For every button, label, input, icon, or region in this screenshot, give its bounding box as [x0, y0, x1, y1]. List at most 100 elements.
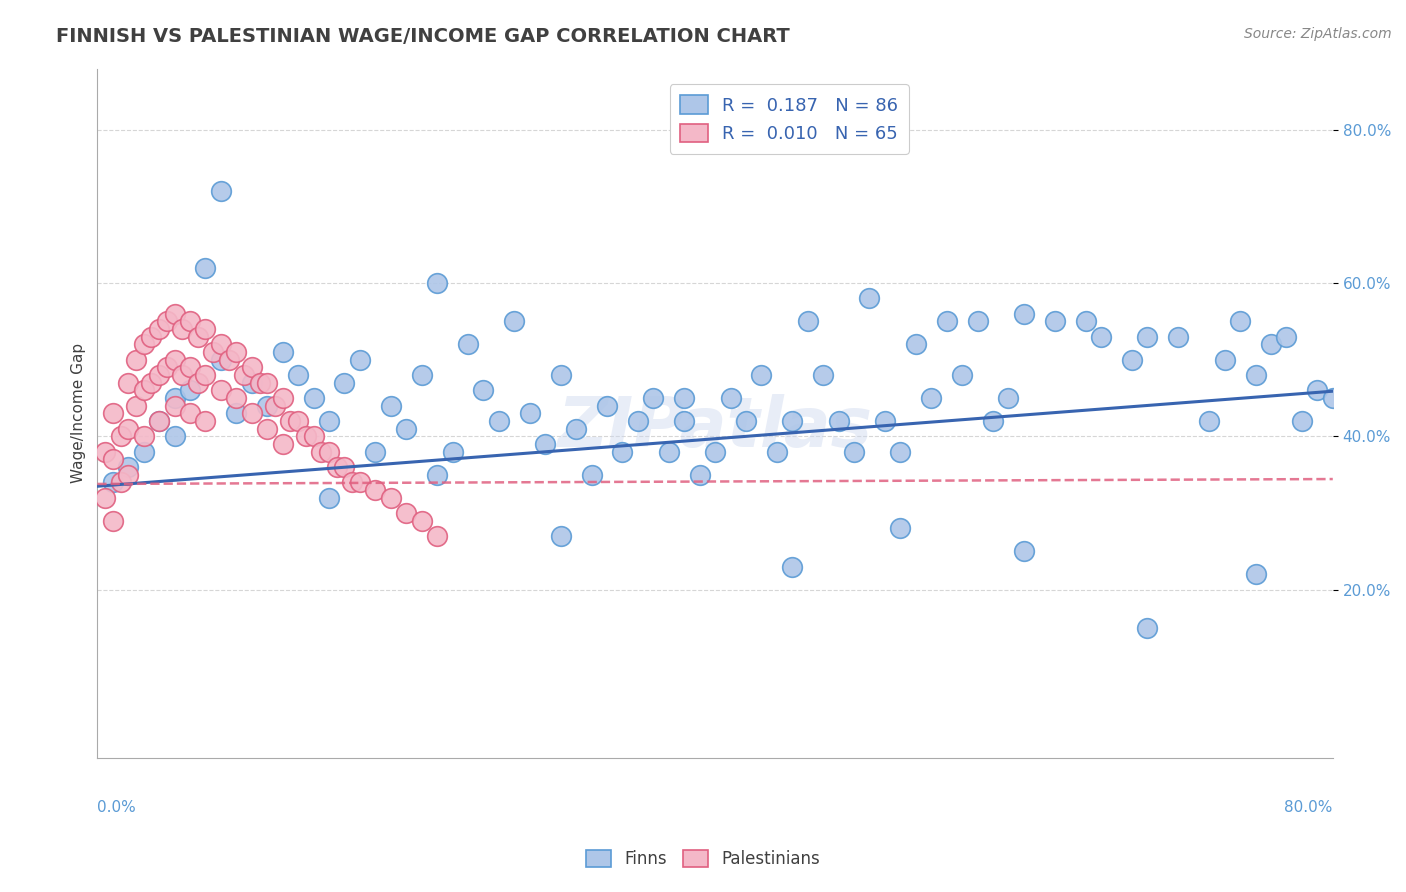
Point [889, 444, 911, 458]
Legend: Finns, Palestinians: Finns, Palestinians [579, 843, 827, 875]
Point [1244, 368, 1267, 383]
Point [101, 475, 124, 490]
Point [271, 437, 294, 451]
Point [141, 330, 163, 344]
Point [311, 444, 333, 458]
Point [141, 376, 163, 390]
Point [101, 514, 124, 528]
Point [148, 368, 170, 383]
Point [179, 314, 201, 328]
Point [842, 444, 865, 458]
Point [811, 368, 834, 383]
Point [295, 429, 318, 443]
Point [148, 414, 170, 428]
Point [612, 444, 634, 458]
Point [796, 314, 818, 328]
Point [209, 337, 232, 351]
Point [240, 360, 263, 375]
Point [94, 444, 117, 458]
Point [550, 368, 572, 383]
Point [94, 491, 117, 505]
Point [125, 399, 148, 413]
Point [101, 406, 124, 420]
Point [1043, 314, 1066, 328]
Point [1229, 314, 1251, 328]
Point [1306, 384, 1329, 398]
Point [1121, 352, 1143, 367]
Point [287, 368, 309, 383]
Point [209, 352, 232, 367]
Point [1322, 391, 1344, 405]
Point [318, 444, 340, 458]
Point [172, 368, 194, 383]
Point [550, 529, 572, 543]
Point [117, 422, 139, 436]
Point [981, 414, 1004, 428]
Text: ZIPatlas: ZIPatlas [558, 393, 873, 461]
Point [264, 399, 287, 413]
Text: 80.0%: 80.0% [1285, 800, 1333, 814]
Point [163, 352, 186, 367]
Point [218, 352, 240, 367]
Point [187, 376, 209, 390]
Point [132, 384, 155, 398]
Point [325, 460, 347, 475]
Point [163, 399, 186, 413]
Point [209, 384, 232, 398]
Point [132, 337, 155, 351]
Point [673, 414, 696, 428]
Point [519, 406, 541, 420]
Point [565, 422, 588, 436]
Point [156, 360, 179, 375]
Point [488, 414, 510, 428]
Point [318, 414, 340, 428]
Point [1260, 337, 1282, 351]
Point [240, 406, 263, 420]
Point [1090, 330, 1112, 344]
Point [333, 460, 356, 475]
Point [187, 330, 209, 344]
Point [643, 391, 665, 405]
Point [411, 368, 433, 383]
Point [426, 467, 449, 482]
Point [1213, 352, 1236, 367]
Point [920, 391, 942, 405]
Point [735, 414, 758, 428]
Point [1275, 330, 1298, 344]
Point [233, 368, 256, 383]
Point [163, 307, 186, 321]
Point [256, 376, 278, 390]
Point [380, 399, 402, 413]
Point [240, 376, 263, 390]
Point [380, 491, 402, 505]
Point [827, 414, 849, 428]
Point [117, 460, 139, 475]
Point [950, 368, 973, 383]
Point [1244, 567, 1267, 582]
Point [1167, 330, 1189, 344]
Point [194, 322, 217, 336]
Legend: R =  0.187   N = 86, R =  0.010   N = 65: R = 0.187 N = 86, R = 0.010 N = 65 [669, 85, 908, 153]
Point [904, 337, 927, 351]
Point [163, 391, 186, 405]
Point [596, 399, 619, 413]
Point [132, 444, 155, 458]
Point [395, 506, 418, 520]
Point [110, 475, 132, 490]
Point [318, 491, 340, 505]
Point [194, 414, 217, 428]
Point [271, 391, 294, 405]
Y-axis label: Wage/Income Gap: Wage/Income Gap [72, 343, 86, 483]
Point [125, 352, 148, 367]
Point [156, 314, 179, 328]
Point [658, 444, 681, 458]
Point [364, 444, 387, 458]
Point [1291, 414, 1313, 428]
Point [751, 368, 773, 383]
Point [148, 322, 170, 336]
Point [581, 467, 603, 482]
Text: Source: ZipAtlas.com: Source: ZipAtlas.com [1244, 27, 1392, 41]
Point [117, 467, 139, 482]
Point [441, 444, 464, 458]
Point [873, 414, 896, 428]
